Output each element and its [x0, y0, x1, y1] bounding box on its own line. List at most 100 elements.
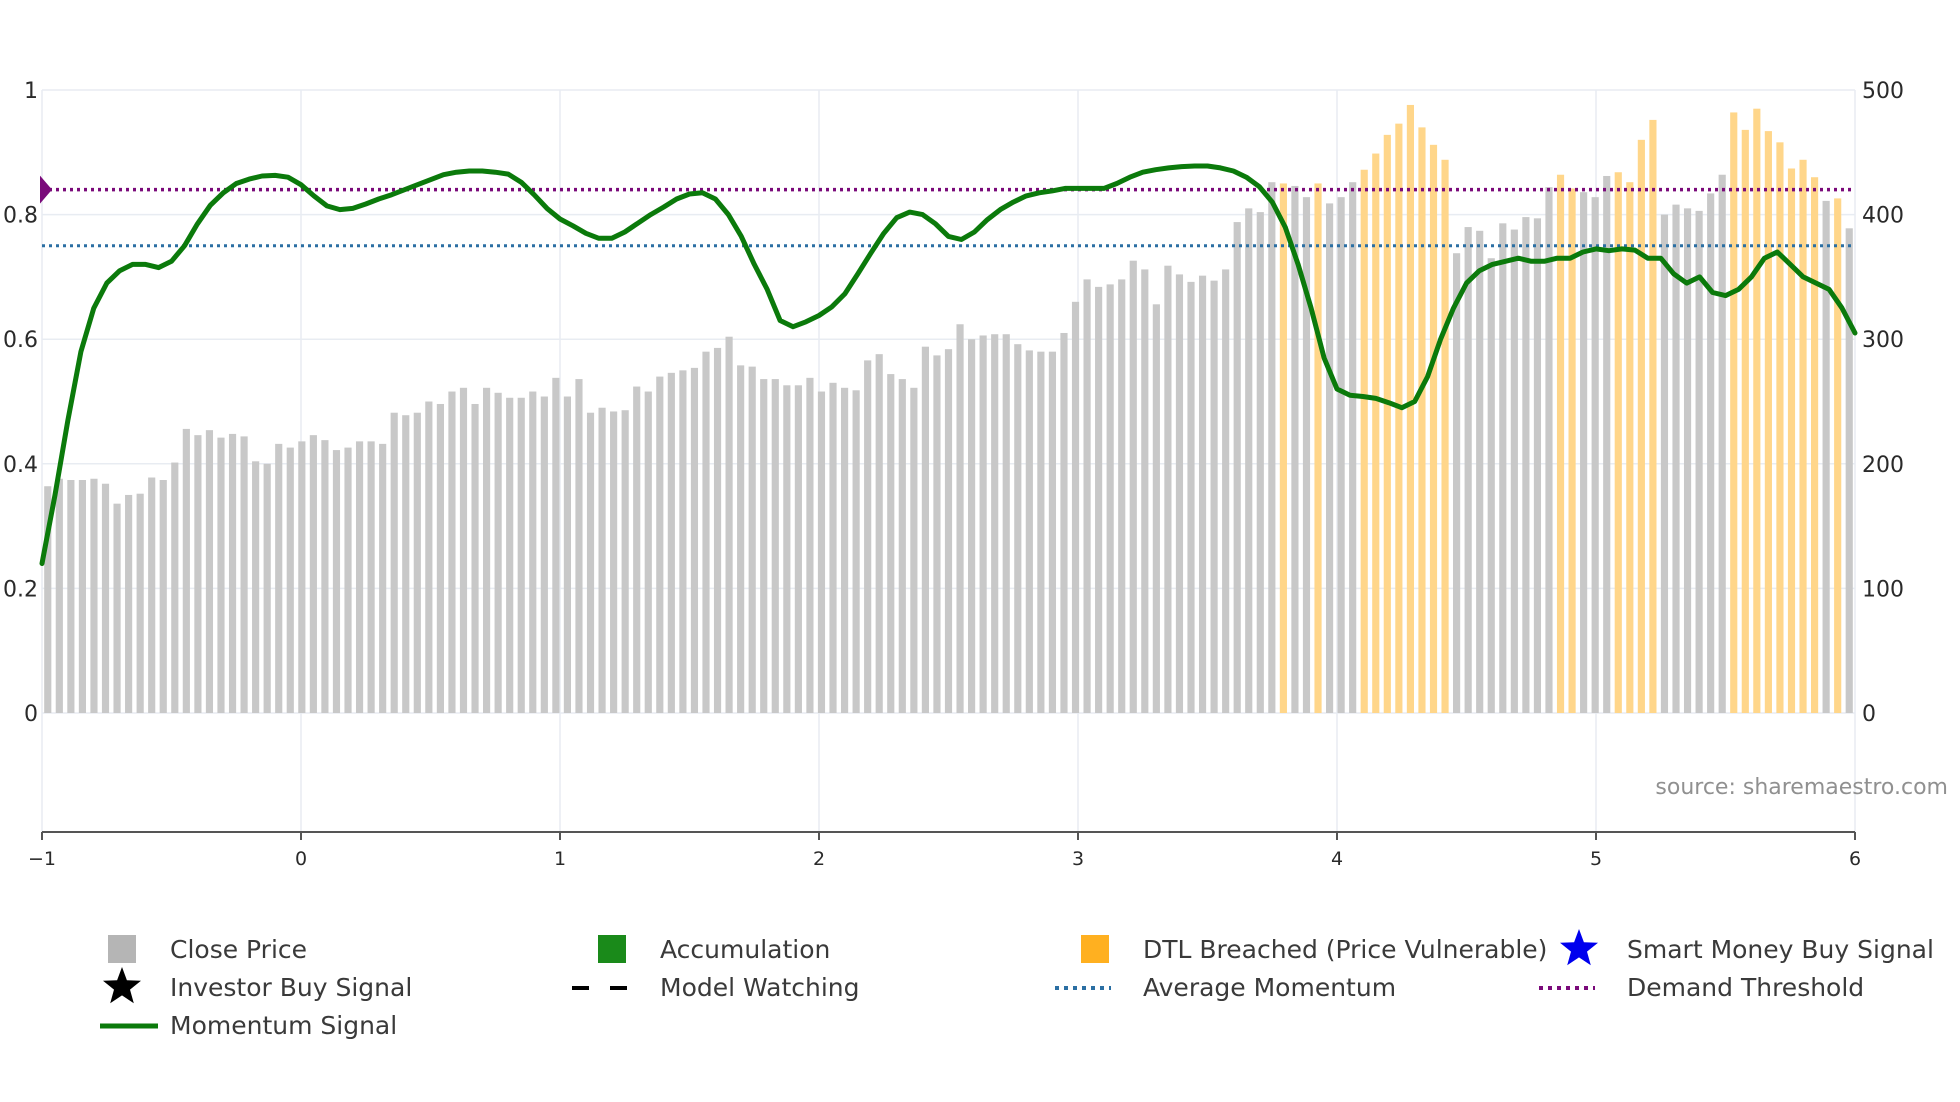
y-left-tick-label: 1 [24, 79, 38, 104]
close-price-bar [1753, 108, 1761, 713]
close-price-bar [309, 435, 317, 713]
close-price-bar [956, 324, 964, 713]
legend-item: Model Watching [572, 973, 860, 1002]
close-price-bar [1222, 269, 1230, 713]
close-price-bar [367, 441, 375, 713]
close-price-bar [1198, 275, 1207, 713]
close-price-bar [864, 360, 872, 713]
close-price-bar [379, 443, 387, 713]
x-tick-label: 3 [1072, 848, 1084, 870]
close-price-bar [1845, 228, 1853, 713]
close-price-bar [471, 403, 479, 713]
close-price-bar [402, 415, 410, 713]
close-price-bar [1268, 182, 1276, 713]
close-price-bar [968, 339, 976, 713]
close-price-bar [991, 334, 999, 713]
close-price-bar [586, 412, 595, 713]
close-price-bar [1291, 185, 1299, 713]
close-price-bar [840, 387, 849, 713]
close-price-bar [1406, 104, 1414, 713]
close-price-bar [644, 391, 652, 713]
close-price-bar [1614, 172, 1622, 714]
y-left-tick-label: 0.6 [3, 328, 38, 353]
close-price-bar [1741, 129, 1749, 713]
close-price-bar [1279, 183, 1287, 713]
close-price-bar [944, 349, 953, 713]
legend-label: Smart Money Buy Signal [1627, 935, 1934, 964]
close-price-bar [1487, 258, 1495, 713]
y-right-tick-label: 400 [1862, 204, 1904, 229]
close-price-bar [1187, 281, 1195, 713]
close-price-bar [529, 391, 537, 713]
close-price-bar [1037, 351, 1045, 713]
close-price-bar [1695, 210, 1703, 714]
x-tick-label: −1 [28, 848, 56, 870]
close-price-bar [217, 437, 225, 713]
close-price-bar [1164, 265, 1172, 713]
close-price-bar [390, 412, 398, 713]
close-price-bar [1568, 188, 1576, 713]
momentum-signal-line [39, 163, 1858, 566]
legend-star-icon [1560, 929, 1598, 966]
source-label: source: sharemaestro.com [1655, 775, 1948, 800]
y-axis-left: 0 0.2 0.4 0.6 0.8 1 [3, 79, 38, 727]
close-price-bar [459, 387, 468, 713]
close-price-bar [286, 447, 294, 713]
close-price-bar [725, 336, 733, 713]
close-price-bar [1256, 212, 1264, 714]
close-price-bar [263, 463, 271, 713]
close-price-bar [1533, 218, 1542, 713]
x-tick-label: 0 [295, 848, 307, 870]
close-price-bar [1580, 192, 1588, 714]
close-price-bar [852, 390, 860, 713]
y-right-tick-label: 300 [1862, 328, 1904, 353]
close-price-bar [1764, 131, 1772, 713]
close-price-bar [275, 443, 283, 713]
close-price-bar [1718, 174, 1726, 714]
close-price-bar [1233, 222, 1241, 713]
legend-swatch-icon [598, 935, 626, 963]
y-right-tick-label: 200 [1862, 453, 1904, 478]
y-right-tick-label: 500 [1862, 79, 1904, 104]
close-price-bar [113, 503, 121, 713]
y-left-tick-label: 0.8 [3, 204, 38, 229]
y-left-tick-label: 0.2 [3, 577, 38, 602]
close-price-bar [1429, 144, 1438, 713]
legend-swatch-icon [108, 935, 136, 963]
x-tick-label: 2 [813, 848, 825, 870]
close-price-bar [1649, 119, 1657, 713]
close-price-bar [90, 478, 98, 713]
close-price-bar [1060, 332, 1068, 713]
close-price-bar [1349, 182, 1357, 713]
close-price-bar [1302, 197, 1311, 713]
close-price-bar [332, 450, 341, 713]
legend-label: DTL Breached (Price Vulnerable) [1143, 935, 1547, 964]
close-price-bar [1210, 280, 1218, 713]
close-price-bar [610, 411, 618, 713]
close-price-bar [1626, 182, 1634, 713]
legend-label: Close Price [170, 935, 307, 964]
close-price-bar [921, 346, 929, 713]
close-price-bar [621, 410, 629, 713]
close-price-bar [598, 407, 606, 713]
close-price-bar [1787, 168, 1796, 713]
y-right-tick-label: 100 [1862, 577, 1904, 602]
close-price-bar [44, 486, 52, 713]
close-price-bar [1683, 208, 1692, 713]
close-price-bar [494, 392, 502, 713]
close-price-bar [679, 370, 687, 713]
close-price-bar [517, 397, 525, 713]
close-price-bars [44, 104, 1853, 714]
close-price-bar [448, 391, 456, 713]
close-price-bar [1776, 142, 1784, 713]
close-price-bar [1106, 284, 1114, 713]
close-price-bar [748, 366, 756, 713]
close-price-bar [898, 379, 906, 713]
legend-star-icon [103, 967, 141, 1004]
legend-label: Demand Threshold [1627, 973, 1864, 1002]
close-price-bar [1418, 127, 1426, 713]
close-price-bar [887, 374, 895, 713]
reference-lines [42, 187, 1855, 248]
y-left-tick-label: 0.4 [3, 453, 38, 478]
close-price-bar [240, 436, 248, 713]
